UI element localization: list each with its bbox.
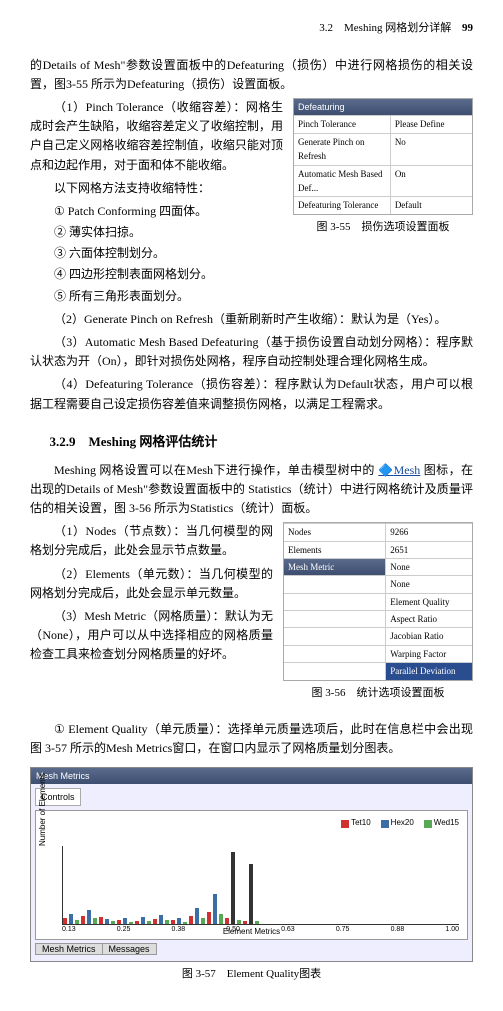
panel-cell-val[interactable]: None: [385, 559, 472, 575]
panel-cell-val: Please Define: [390, 116, 472, 132]
panel-row: Generate Pinch on RefreshNo: [294, 133, 472, 165]
panel-row: Automatic Mesh Based Def...On: [294, 165, 472, 197]
chart-bar: [69, 914, 73, 924]
chart-tab[interactable]: Mesh Metrics: [35, 943, 103, 955]
chart-header: Mesh Metrics: [31, 768, 472, 784]
x-axis-label: Element Metrics: [36, 926, 467, 939]
legend-item: Hex20: [381, 817, 414, 830]
legend-swatch: [381, 820, 389, 828]
panel-cell-val[interactable]: Parallel Deviation: [385, 663, 472, 679]
panel-header: Defeaturing: [294, 99, 472, 115]
panel-row: Pinch TolerancePlease Define: [294, 115, 472, 132]
chart-bar: [213, 894, 217, 924]
panel-cell-key: Generate Pinch on Refresh: [294, 134, 390, 165]
panel-cell-key: Mesh Metric: [284, 559, 385, 575]
chart-area: Tet10Hex20Wed15 Number of Elements 0.130…: [35, 810, 468, 940]
panel-cell-val: On: [390, 166, 472, 197]
page-header: 3.2 Meshing 网格划分详解 99: [30, 20, 473, 38]
panel-cell-val[interactable]: Warping Factor: [385, 646, 472, 662]
chart-tab[interactable]: Messages: [102, 943, 157, 955]
panel-cell-key: [284, 663, 385, 679]
page-number: 99: [462, 22, 473, 34]
y-axis-label: Number of Elements: [37, 773, 50, 846]
chart-bar: [207, 912, 211, 924]
footer-tabs: Mesh MetricsMessages: [35, 942, 468, 956]
fig-3-56-caption: 图 3-56 统计选项设置面板: [283, 685, 473, 703]
panel-cell-key: Pinch Tolerance: [294, 116, 390, 132]
panel-cell-key: Nodes: [284, 524, 385, 540]
chart-legend: Tet10 Hex20 Wed15: [341, 817, 459, 830]
panel-cell-key: Automatic Mesh Based Def...: [294, 166, 390, 197]
statistics-panel-block: Nodes9266Elements2651Mesh MetricNoneNone…: [283, 522, 473, 710]
legend-label: Tet10: [351, 817, 371, 830]
panel2-rows: Nodes9266Elements2651Mesh MetricNoneNone…: [284, 523, 472, 680]
panel-cell-val[interactable]: Element Quality: [385, 594, 472, 610]
chart-bar: [189, 916, 193, 924]
para-q4: ① Element Quality（单元质量）：选择单元质量选项后，此时在信息栏…: [30, 720, 473, 758]
chart-bar: [249, 864, 253, 924]
chart-bar: [219, 914, 223, 924]
intro-paragraph: 的Details of Mesh"参数设置面板中的Defeaturing（损伤）…: [30, 56, 473, 94]
bars-container: [62, 846, 459, 925]
statistics-panel: Nodes9266Elements2651Mesh MetricNoneNone…: [283, 522, 473, 681]
panel-cell-key: Defeaturing Tolerance: [294, 197, 390, 213]
chart-bar: [159, 915, 163, 924]
panel-row: Jacobian Ratio: [284, 627, 472, 644]
legend-item: Tet10: [341, 817, 371, 830]
chart-bar: [195, 908, 199, 924]
panel-row: Defeaturing ToleranceDefault: [294, 196, 472, 213]
panel-cell-key: [284, 628, 385, 644]
li-5: ⑤ 所有三角形表面划分。: [30, 287, 473, 306]
panel-cell-key: Elements: [284, 542, 385, 558]
mesh-metrics-chart: Mesh Metrics Controls Tet10Hex20Wed15 Nu…: [30, 767, 473, 962]
para-5a: Meshing 网格设置可以在Mesh下进行操作，单击模型树中的: [54, 463, 378, 477]
panel-row: Parallel Deviation: [284, 662, 472, 679]
para-3: （3）Automatic Mesh Based Defeaturing（基于损伤…: [30, 333, 473, 371]
panel-rows: Pinch TolerancePlease DefineGenerate Pin…: [294, 115, 472, 213]
para-4: （4）Defeaturing Tolerance（损伤容差）：程序默认为Defa…: [30, 375, 473, 413]
panel-cell-val: No: [390, 134, 472, 165]
panel-row: Elements2651: [284, 541, 472, 558]
fig-3-57-caption: 图 3-57 Element Quality图表: [30, 966, 473, 984]
panel-row: Nodes9266: [284, 523, 472, 540]
panel-cell-val[interactable]: 9266: [385, 524, 472, 540]
panel-row: Warping Factor: [284, 645, 472, 662]
panel-cell-key: [284, 646, 385, 662]
para-5: Meshing 网格设置可以在Mesh下进行操作，单击模型树中的 🔷Mesh 图…: [30, 461, 473, 519]
panel-cell-key: [284, 594, 385, 610]
panel-row: Mesh MetricNone: [284, 558, 472, 575]
panel-cell-key: [284, 611, 385, 627]
para-2: （2）Generate Pinch on Refresh（重新刷新时产生收缩）：…: [30, 310, 473, 329]
legend-item: Wed15: [424, 817, 459, 830]
defeaturing-panel: Defeaturing Pinch TolerancePlease Define…: [293, 98, 473, 215]
chart-bar: [81, 916, 85, 924]
panel-cell-val[interactable]: Jacobian Ratio: [385, 628, 472, 644]
panel-cell-val[interactable]: Aspect Ratio: [385, 611, 472, 627]
panel-cell-key: [284, 576, 385, 592]
fig-3-55-caption: 图 3-55 损伤选项设置面板: [293, 219, 473, 237]
panel-row: Element Quality: [284, 593, 472, 610]
panel-row: Aspect Ratio: [284, 610, 472, 627]
panel-row: None: [284, 575, 472, 592]
panel-cell-val[interactable]: None: [385, 576, 472, 592]
legend-label: Hex20: [391, 817, 414, 830]
legend-swatch: [341, 820, 349, 828]
chart-bar: [231, 852, 235, 924]
chart-bar: [87, 910, 91, 924]
breadcrumb: 3.2 Meshing 网格划分详解: [319, 22, 451, 34]
panel-cell-val: Default: [390, 197, 472, 213]
legend-label: Wed15: [434, 817, 459, 830]
li-4: ④ 四边形控制表面网格划分。: [30, 265, 473, 284]
mesh-icon-link[interactable]: 🔷Mesh: [378, 463, 420, 477]
li-3: ③ 六面体控制划分。: [30, 244, 473, 263]
defeaturing-panel-block: Defeaturing Pinch TolerancePlease Define…: [293, 98, 473, 244]
legend-swatch: [424, 820, 432, 828]
panel-cell-val[interactable]: 2651: [385, 542, 472, 558]
section-3-2-9-title: 3.2.9 Meshing 网格评估统计: [30, 432, 473, 453]
